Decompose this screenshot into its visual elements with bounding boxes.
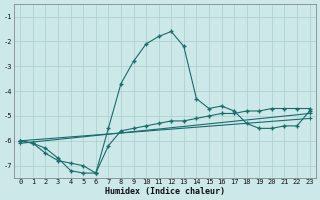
X-axis label: Humidex (Indice chaleur): Humidex (Indice chaleur) xyxy=(105,187,225,196)
